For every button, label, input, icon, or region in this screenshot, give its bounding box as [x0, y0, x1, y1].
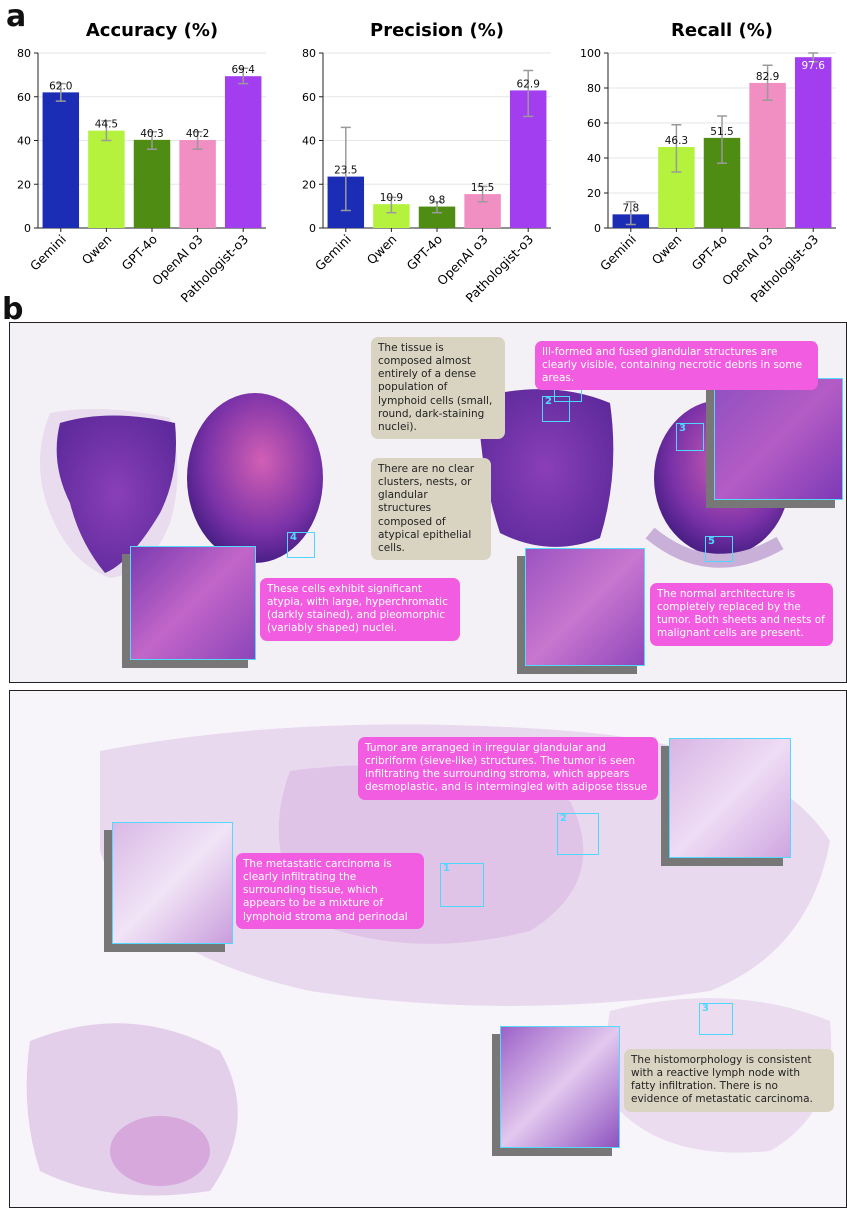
bar — [418, 206, 456, 228]
bar-value-label: 40.3 — [140, 128, 163, 140]
x-tick-label: Qwen — [364, 232, 400, 268]
case1-roi-5[interactable]: 5 — [705, 536, 733, 562]
y-tick-label: 0 — [24, 222, 31, 235]
x-tick-label: Gemini — [27, 232, 69, 274]
y-tick-label: 40 — [302, 135, 316, 148]
case1-note-no-clusters: There are no clear clusters, nests, or g… — [371, 458, 491, 560]
case2-note-metastatic: The metastatic carcinoma is clearly infi… — [236, 853, 424, 929]
bar-value-label: 7.8 — [622, 202, 639, 214]
bar-value-label: 82.9 — [756, 71, 779, 83]
case2-roi-1[interactable]: 1 — [440, 863, 484, 907]
case2-roi-2[interactable]: 2 — [557, 813, 599, 855]
chart-title: Precision (%) — [370, 20, 504, 41]
panel-a-label: a — [6, 0, 27, 34]
bar-value-label: 10.9 — [380, 192, 403, 204]
bar — [794, 57, 832, 229]
roi-label: 2 — [560, 813, 567, 824]
y-tick-label: 0 — [594, 222, 601, 235]
y-tick-label: 40 — [17, 135, 31, 148]
case1-tissue — [40, 389, 790, 578]
roi-label: 5 — [708, 536, 715, 547]
y-tick-label: 80 — [17, 47, 31, 60]
case1-roi-3[interactable]: 3 — [676, 423, 704, 451]
case1-roi-4[interactable]: 4 — [287, 532, 315, 558]
case2-zoom-2 — [669, 738, 791, 858]
case2-zoom-3 — [500, 1026, 620, 1148]
case2-slide-frame: 1 2 3 Tumor are arranged in irregular gl… — [9, 690, 847, 1208]
y-tick-label: 20 — [587, 187, 601, 200]
chart-title: Recall (%) — [671, 20, 773, 41]
case2-roi-3[interactable]: 3 — [699, 1003, 733, 1035]
case1-slide-frame: 1 2 3 4 5 The tissue is composed almost … — [9, 322, 847, 683]
case1-zoom-4 — [130, 546, 256, 660]
roi-label: 4 — [290, 532, 297, 543]
chart-title: Accuracy (%) — [86, 20, 218, 41]
y-tick-label: 100 — [580, 47, 601, 60]
bar-value-label: 51.5 — [710, 126, 733, 138]
bar — [133, 139, 171, 228]
bar-value-label: 62.9 — [517, 78, 540, 90]
bar — [88, 130, 125, 228]
case1-note-lymphoid: The tissue is composed almost entirely o… — [371, 337, 505, 439]
case1-zoom-5 — [525, 548, 645, 666]
bar-value-label: 15.5 — [471, 182, 494, 194]
bar-value-label: 44.5 — [95, 119, 118, 131]
bar-value-label: 23.5 — [334, 165, 357, 177]
bar — [373, 204, 410, 228]
y-tick-label: 20 — [17, 178, 31, 191]
panel-b-label: b — [2, 292, 24, 327]
bar-value-label: 62.0 — [49, 80, 72, 92]
roi-label: 3 — [702, 1003, 709, 1014]
x-tick-label: GPT-4o — [119, 232, 161, 274]
case1-roi-2[interactable]: 2 — [542, 396, 570, 422]
y-tick-label: 60 — [302, 91, 316, 104]
bar — [749, 82, 786, 228]
roi-label: 2 — [545, 396, 552, 407]
y-tick-label: 80 — [302, 47, 316, 60]
case1-note-architecture: The normal architecture is completely re… — [650, 583, 833, 646]
x-tick-label: Gemini — [597, 232, 639, 274]
y-tick-label: 20 — [302, 178, 316, 191]
case1-note-atypia: These cells exhibit significant atypia, … — [260, 578, 460, 641]
x-tick-label: GPT-4o — [404, 232, 446, 274]
roi-label: 3 — [679, 423, 686, 434]
case1-note-glandular: Ill-formed and fused glandular structure… — [535, 341, 818, 391]
bar-value-label: 40.2 — [186, 128, 209, 140]
bar-charts: Accuracy (%) 0 20 40 60 80 62.0 Gemini 44.5 Qwen 4… — [17, 20, 836, 305]
y-tick-label: 0 — [309, 222, 316, 235]
x-tick-label: GPT-4o — [689, 232, 731, 274]
roi-label: 1 — [443, 863, 450, 874]
x-tick-label: Qwen — [79, 232, 115, 268]
y-tick-label: 80 — [587, 82, 601, 95]
y-tick-label: 60 — [587, 117, 601, 130]
y-tick-label: 60 — [17, 91, 31, 104]
bar-value-label: 97.6 — [802, 60, 826, 72]
case1-zoom-3 — [714, 378, 843, 500]
x-tick-label: Qwen — [649, 232, 685, 268]
bar-value-label: 69.4 — [232, 64, 256, 76]
bar — [179, 140, 216, 228]
bar — [224, 76, 262, 228]
bar-value-label: 46.3 — [665, 135, 688, 147]
y-tick-label: 40 — [587, 152, 601, 165]
case2-zoom-1 — [112, 822, 233, 944]
bar-value-label: 9.8 — [429, 195, 446, 207]
x-tick-label: Gemini — [312, 232, 354, 274]
bar — [42, 92, 80, 228]
case2-note-cribriform: Tumor are arranged in irregular glandula… — [358, 737, 658, 800]
case2-note-reactive: The histomorphology is consistent with a… — [624, 1049, 834, 1112]
